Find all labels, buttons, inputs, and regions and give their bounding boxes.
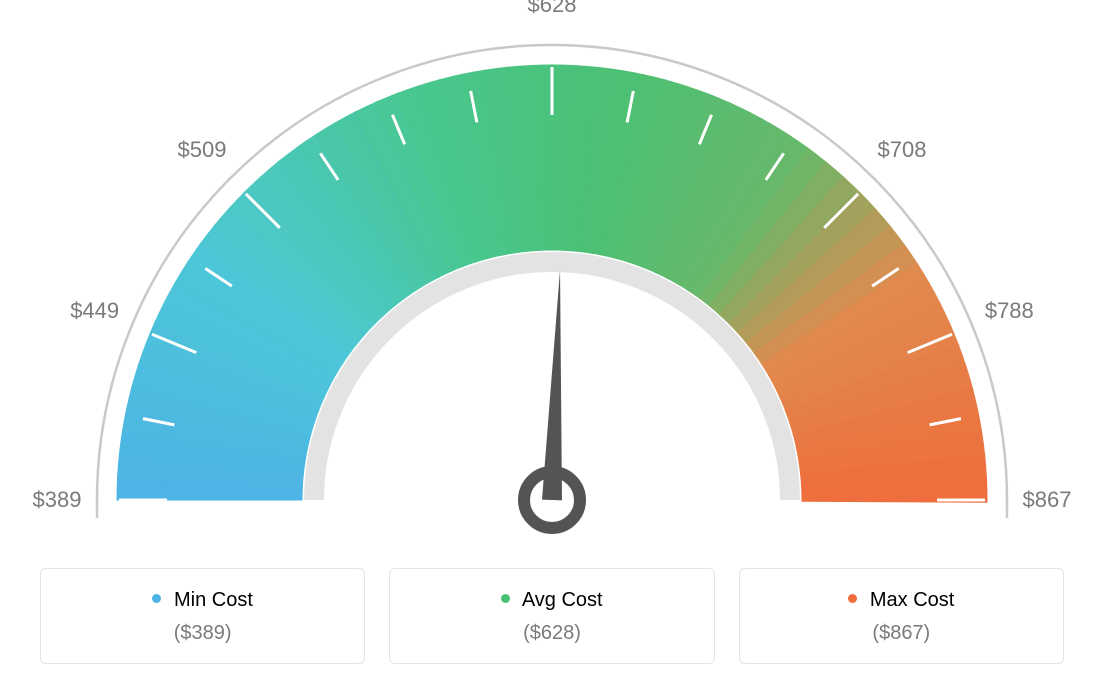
- legend-dot-min: [152, 594, 161, 603]
- legend-card-min: Min Cost ($389): [40, 568, 365, 664]
- legend-row: Min Cost ($389) Avg Cost ($628) Max Cost…: [0, 568, 1104, 664]
- legend-dot-max: [848, 594, 857, 603]
- legend-card-max: Max Cost ($867): [739, 568, 1064, 664]
- legend-value-avg: ($628): [402, 622, 701, 645]
- legend-card-avg: Avg Cost ($628): [389, 568, 714, 664]
- gauge-tick-label: $708: [878, 137, 927, 163]
- gauge-tick-label: $509: [177, 137, 226, 163]
- legend-title-max: Max Cost: [870, 589, 954, 611]
- legend-title-avg: Avg Cost: [522, 589, 603, 611]
- gauge-chart: $389 $449 $509 $628 $708 $788 $867: [0, 0, 1104, 560]
- gauge-svg: [0, 0, 1104, 560]
- gauge-tick-label: $389: [33, 487, 82, 513]
- gauge-tick-label: $449: [70, 298, 119, 324]
- gauge-tick-label: $628: [528, 0, 577, 18]
- gauge-tick-label: $788: [985, 298, 1034, 324]
- legend-dot-avg: [501, 594, 510, 603]
- gauge-tick-label: $867: [1023, 487, 1072, 513]
- legend-title-min: Min Cost: [174, 589, 253, 611]
- legend-value-min: ($389): [53, 622, 352, 645]
- legend-value-max: ($867): [752, 622, 1051, 645]
